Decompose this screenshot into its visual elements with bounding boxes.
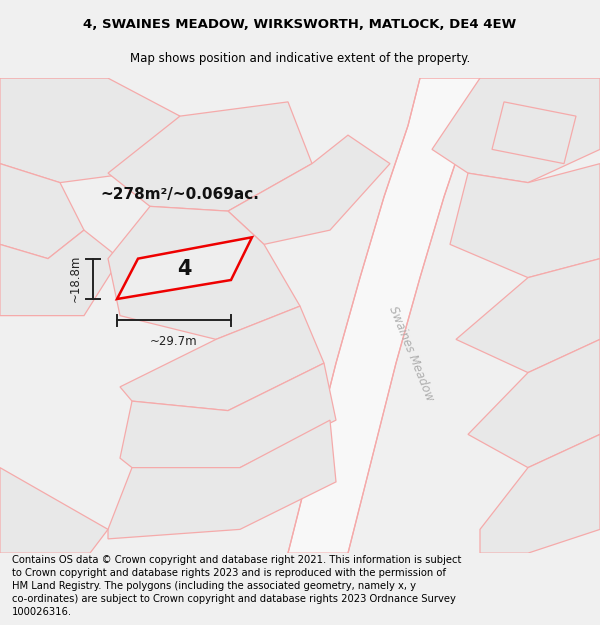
- Text: ~29.7m: ~29.7m: [150, 335, 198, 348]
- Polygon shape: [450, 164, 600, 278]
- Polygon shape: [108, 420, 336, 539]
- Polygon shape: [108, 206, 300, 339]
- Polygon shape: [432, 78, 600, 182]
- Polygon shape: [288, 78, 480, 553]
- Polygon shape: [120, 363, 336, 468]
- Text: Swaines Meadow: Swaines Meadow: [386, 304, 436, 403]
- Text: ~18.8m: ~18.8m: [68, 255, 82, 302]
- Polygon shape: [492, 102, 576, 164]
- Polygon shape: [108, 102, 312, 211]
- Text: ~278m²/~0.069ac.: ~278m²/~0.069ac.: [101, 187, 259, 202]
- Polygon shape: [480, 434, 600, 553]
- Text: 4: 4: [177, 259, 192, 279]
- Text: 4, SWAINES MEADOW, WIRKSWORTH, MATLOCK, DE4 4EW: 4, SWAINES MEADOW, WIRKSWORTH, MATLOCK, …: [83, 19, 517, 31]
- Polygon shape: [117, 238, 252, 299]
- Polygon shape: [0, 230, 120, 316]
- Polygon shape: [228, 135, 390, 244]
- Polygon shape: [120, 306, 324, 411]
- Polygon shape: [0, 78, 180, 182]
- Polygon shape: [0, 164, 84, 259]
- Polygon shape: [456, 259, 600, 372]
- Text: Map shows position and indicative extent of the property.: Map shows position and indicative extent…: [130, 52, 470, 65]
- Polygon shape: [468, 339, 600, 468]
- Text: Contains OS data © Crown copyright and database right 2021. This information is : Contains OS data © Crown copyright and d…: [12, 554, 461, 618]
- Polygon shape: [0, 468, 108, 553]
